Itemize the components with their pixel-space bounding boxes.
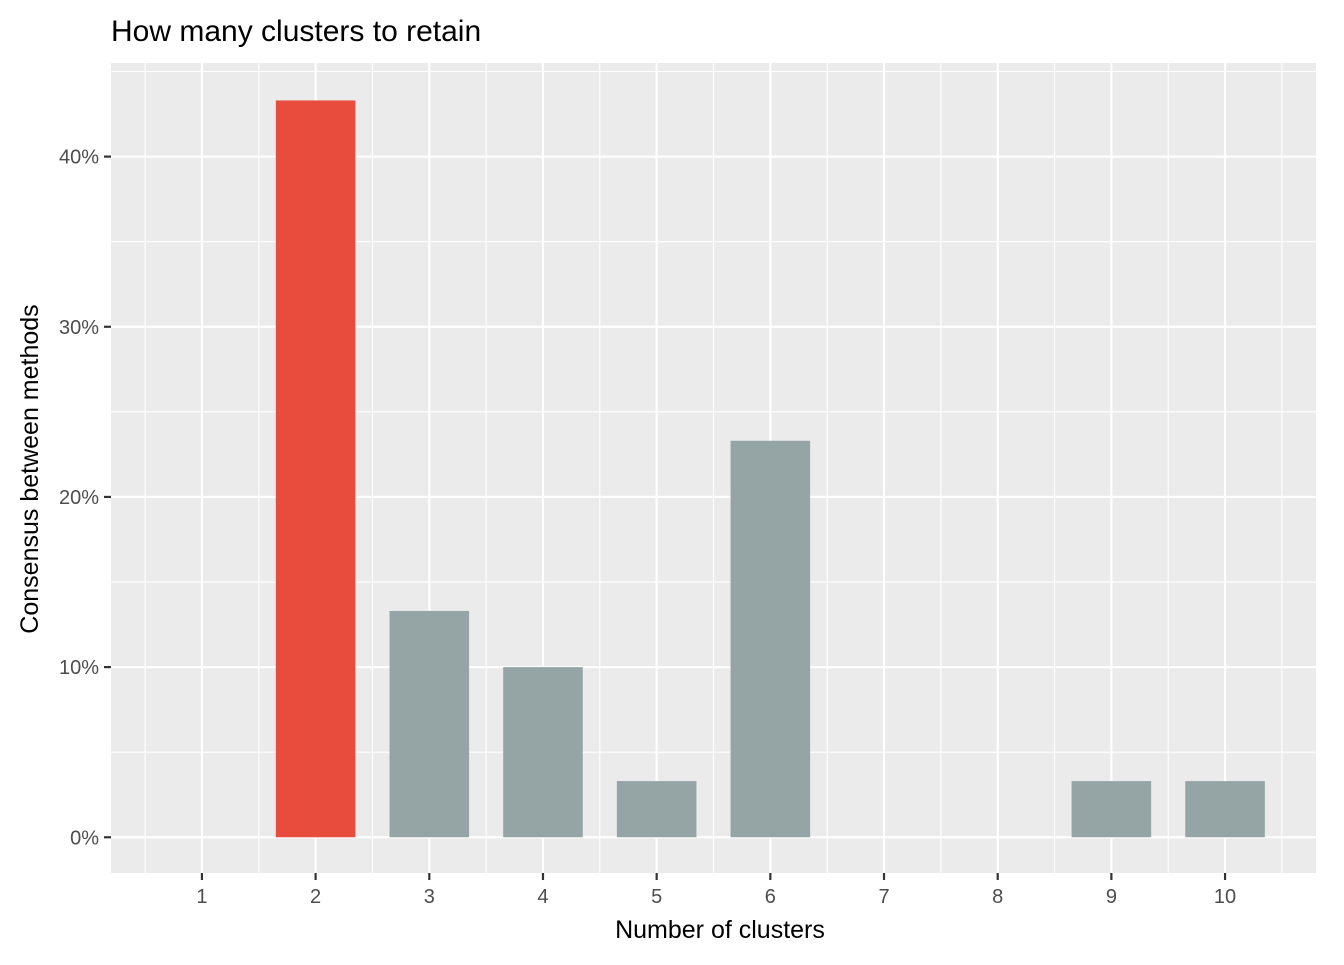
x-tick-label: 6: [765, 886, 776, 908]
bar: [389, 610, 470, 838]
x-tick-label: 2: [310, 886, 321, 908]
plot-panel: 0% 10% 20% 30% 40% 1 2 3 4 5 6 7 8 9 10: [59, 63, 1316, 908]
x-tick-label: 10: [1214, 886, 1236, 908]
y-tick-label: 10%: [59, 657, 99, 679]
x-tick-label: 3: [424, 886, 435, 908]
y-tick-label: 0%: [70, 827, 99, 849]
y-axis-label: Consensus between methods: [16, 304, 44, 633]
y-tick-label: 40%: [59, 147, 99, 169]
y-tick-label: 30%: [59, 317, 99, 339]
bar: [503, 667, 583, 838]
x-axis-label: Number of clusters: [615, 916, 825, 944]
bar: [730, 440, 811, 838]
x-tick-label: 7: [878, 886, 889, 908]
bar: [616, 781, 697, 838]
chart-title: How many clusters to retain: [111, 15, 481, 48]
x-tick-label: 5: [651, 886, 662, 908]
bar: [1185, 781, 1265, 838]
x-tick-label: 8: [992, 886, 1003, 908]
x-tick-label: 9: [1106, 886, 1117, 908]
bar: [1071, 781, 1152, 838]
x-tick-label: 1: [196, 886, 207, 908]
x-tick-label: 4: [537, 886, 548, 908]
bar: [275, 100, 356, 838]
y-tick-label: 20%: [59, 487, 99, 509]
